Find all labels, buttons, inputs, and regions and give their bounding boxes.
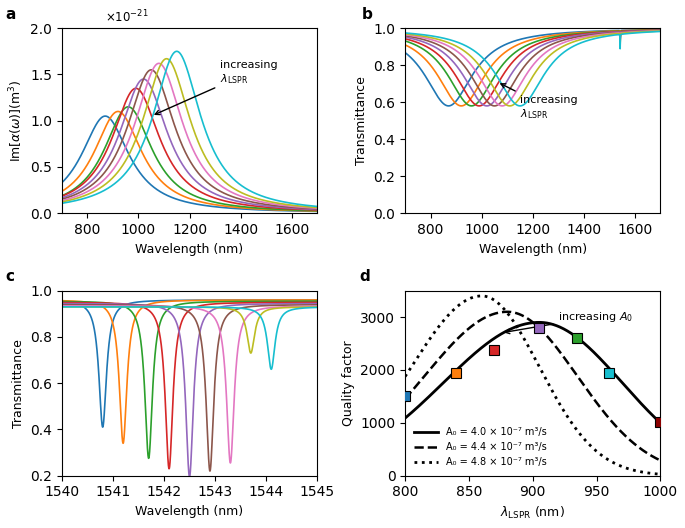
Y-axis label: Transmittance: Transmittance <box>12 339 25 428</box>
Text: increasing
$\lambda_{\rm LSPR}$: increasing $\lambda_{\rm LSPR}$ <box>501 84 577 121</box>
Text: increasing $A_0$: increasing $A_0$ <box>505 310 634 334</box>
Text: d: d <box>359 269 370 285</box>
X-axis label: Wavelength (nm): Wavelength (nm) <box>136 242 244 256</box>
X-axis label: Wavelength (nm): Wavelength (nm) <box>479 242 587 256</box>
Text: c: c <box>5 269 14 285</box>
X-axis label: $\lambda_{\rm LSPR}$ (nm): $\lambda_{\rm LSPR}$ (nm) <box>500 505 565 521</box>
Y-axis label: Quality factor: Quality factor <box>342 341 355 426</box>
Text: $\times 10^{-21}$: $\times 10^{-21}$ <box>105 9 149 26</box>
Y-axis label: Transmittance: Transmittance <box>355 76 368 165</box>
Text: a: a <box>5 7 16 22</box>
Legend: A₀ = 4.0 × 10⁻⁷ m³/s, A₀ = 4.4 × 10⁻⁷ m³/s, A₀ = 4.8 × 10⁻⁷ m³/s: A₀ = 4.0 × 10⁻⁷ m³/s, A₀ = 4.4 × 10⁻⁷ m³… <box>410 423 551 471</box>
Text: b: b <box>362 7 373 22</box>
Text: increasing
$\lambda_{\rm LSPR}$: increasing $\lambda_{\rm LSPR}$ <box>155 60 278 115</box>
X-axis label: Wavelength (nm): Wavelength (nm) <box>136 505 244 518</box>
Y-axis label: Im[$\alpha$($\omega$)](m$^3$): Im[$\alpha$($\omega$)](m$^3$) <box>7 80 25 162</box>
